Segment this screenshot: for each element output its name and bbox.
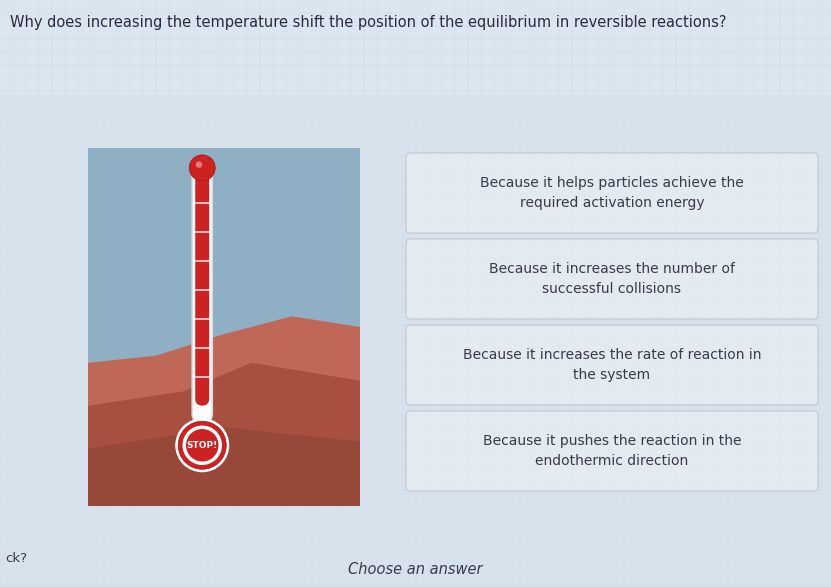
Circle shape <box>175 419 229 473</box>
Circle shape <box>178 421 226 469</box>
FancyBboxPatch shape <box>195 174 209 406</box>
Text: Choose an answer: Choose an answer <box>348 562 483 577</box>
FancyBboxPatch shape <box>0 0 831 95</box>
Circle shape <box>184 427 220 463</box>
FancyBboxPatch shape <box>406 153 818 233</box>
FancyBboxPatch shape <box>406 325 818 405</box>
Text: Because it helps particles achieve the
required activation energy: Because it helps particles achieve the r… <box>480 176 744 210</box>
Text: Because it pushes the reaction in the
endothermic direction: Because it pushes the reaction in the en… <box>483 434 741 468</box>
Circle shape <box>189 155 215 181</box>
Text: Because it increases the number of
successful collisions: Because it increases the number of succe… <box>489 262 735 296</box>
Text: Because it increases the rate of reaction in
the system: Because it increases the rate of reactio… <box>463 348 761 382</box>
FancyBboxPatch shape <box>192 166 212 424</box>
FancyBboxPatch shape <box>406 411 818 491</box>
Polygon shape <box>88 316 360 506</box>
Polygon shape <box>88 363 360 506</box>
Circle shape <box>196 161 202 168</box>
FancyBboxPatch shape <box>88 148 360 506</box>
Text: Why does increasing the temperature shift the position of the equilibrium in rev: Why does increasing the temperature shif… <box>10 15 726 30</box>
Text: ck?: ck? <box>5 552 27 565</box>
Text: STOP!: STOP! <box>187 441 218 450</box>
Polygon shape <box>88 427 360 506</box>
FancyBboxPatch shape <box>406 239 818 319</box>
